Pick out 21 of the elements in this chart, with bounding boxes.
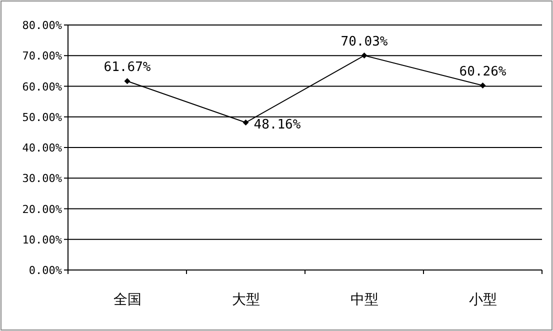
y-tick-label: 70.00% xyxy=(22,50,62,63)
data-label: 61.67% xyxy=(104,60,151,76)
y-tick-label: 10.00% xyxy=(22,233,62,246)
x-tick-label: 中型 xyxy=(350,291,378,307)
y-tick-label: 80.00% xyxy=(22,19,62,32)
point xyxy=(242,120,249,126)
x-tick-label: 大型 xyxy=(232,291,260,307)
point xyxy=(124,78,130,84)
point xyxy=(361,52,368,59)
y-tick-label: 30.00% xyxy=(22,172,62,186)
x-tick-label: 小型 xyxy=(468,291,497,307)
data-label: 70.03% xyxy=(340,34,388,50)
y-tick-label: 40.00% xyxy=(22,142,62,154)
y-tick-label: 0.00% xyxy=(28,264,62,277)
y-tick-label: 50.00% xyxy=(22,110,62,124)
point xyxy=(480,82,486,88)
y-tick-label: 20.00% xyxy=(22,202,62,216)
data-label: 48.16% xyxy=(254,118,301,133)
x-tick-label: 全国 xyxy=(113,291,142,307)
data-label: 60.26% xyxy=(459,64,506,80)
y-tick-label: 60.00% xyxy=(22,80,62,94)
